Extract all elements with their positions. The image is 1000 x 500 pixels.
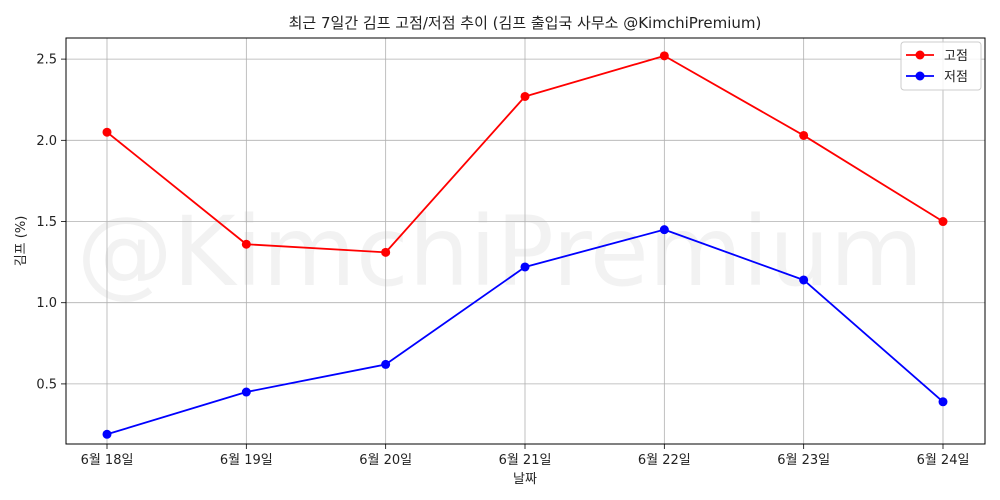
plot-frame xyxy=(65,37,986,445)
y-tick-label: 2.0 xyxy=(36,134,57,149)
watermark: @KimchiPremium xyxy=(77,196,924,308)
data-point-high xyxy=(381,247,391,257)
legend-marker-low xyxy=(915,71,925,81)
data-point-low xyxy=(520,262,530,272)
x-tick-label: 6월 23일 xyxy=(777,453,830,468)
x-tick-label: 6월 24일 xyxy=(917,453,970,468)
x-tick-label: 6월 22일 xyxy=(638,453,691,468)
legend-item-low: 저점 xyxy=(906,70,968,85)
axes: 6월 18일 6월 19일 6월 20일 6월 21일 6월 22일 6월 23일 6월 2… xyxy=(36,37,986,468)
series-layer xyxy=(102,51,948,439)
data-point-high xyxy=(520,91,530,101)
x-tick-label: 6월 20일 xyxy=(359,453,412,468)
data-point-low xyxy=(102,429,112,439)
data-point-high xyxy=(102,127,112,137)
x-tick-label: 6월 19일 xyxy=(220,453,273,468)
y-axis-label: 김프 (%) xyxy=(14,216,29,267)
legend-item-high: 고점 xyxy=(906,49,968,64)
y-tick-label: 1.5 xyxy=(36,215,57,230)
y-tick-label: 1.0 xyxy=(36,296,57,311)
data-point-high xyxy=(241,239,251,249)
legend-marker-high xyxy=(915,50,925,60)
legend: 고점 저점 xyxy=(900,41,982,91)
data-point-high xyxy=(938,217,948,227)
data-point-low xyxy=(799,275,809,285)
x-tick-label: 6월 21일 xyxy=(499,453,552,468)
y-tick-label: 0.5 xyxy=(36,377,57,392)
data-point-low xyxy=(659,225,669,235)
x-axis-label: 날짜 xyxy=(513,472,537,487)
data-point-low xyxy=(381,359,391,369)
legend-box xyxy=(900,41,982,91)
data-point-high xyxy=(799,130,809,140)
data-point-high xyxy=(659,51,669,61)
grid xyxy=(66,38,985,444)
x-tick-label: 6월 18일 xyxy=(81,453,134,468)
data-point-low xyxy=(938,397,948,407)
data-point-low xyxy=(241,387,251,397)
y-tick-label: 2.5 xyxy=(36,53,57,68)
legend-label-low: 저점 xyxy=(944,70,968,85)
legend-label-high: 고점 xyxy=(944,49,968,64)
chart-title: 최근 7일간 김프 고점/저점 추이 (김프 출입국 사무소 @KimchiPr… xyxy=(289,14,762,32)
